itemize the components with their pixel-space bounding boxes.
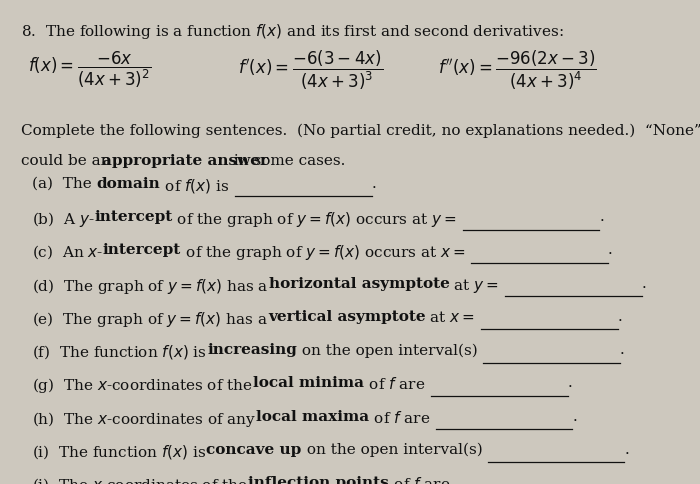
Text: at $x =$: at $x =$ (426, 309, 475, 324)
Text: .: . (624, 442, 629, 456)
Text: (c)  An $x$-: (c) An $x$- (32, 243, 103, 260)
Text: increasing: increasing (207, 343, 297, 356)
Text: appropriate answer: appropriate answer (102, 153, 267, 167)
Text: .: . (592, 475, 597, 484)
Text: (j)  The $x$-coordinates of the: (j) The $x$-coordinates of the (32, 475, 248, 484)
Text: of $f$ are: of $f$ are (364, 376, 426, 392)
Text: horizontal asymptote: horizontal asymptote (269, 276, 449, 290)
Text: of $f(x)$ is: of $f(x)$ is (160, 177, 230, 195)
Text: vertical asymptote: vertical asymptote (268, 309, 426, 323)
Text: intercept: intercept (103, 243, 181, 257)
Text: (f)  The function $f(x)$ is: (f) The function $f(x)$ is (32, 343, 207, 361)
Text: (h)  The $x$-coordinates of any: (h) The $x$-coordinates of any (32, 408, 256, 428)
Text: of the graph of $y = f(x)$ occurs at $x =$: of the graph of $y = f(x)$ occurs at $x … (181, 243, 466, 262)
Text: .: . (372, 177, 377, 191)
Text: $f'(x) = \dfrac{-6(3-4x)}{(4x+3)^3}$: $f'(x) = \dfrac{-6(3-4x)}{(4x+3)^3}$ (238, 48, 383, 92)
Text: (e)  The graph of $y = f(x)$ has a: (e) The graph of $y = f(x)$ has a (32, 309, 268, 328)
Text: .: . (620, 343, 624, 356)
Text: intercept: intercept (94, 210, 172, 224)
Text: of $f$ are: of $f$ are (369, 408, 430, 424)
Text: local maxima: local maxima (256, 408, 369, 423)
Text: Complete the following sentences.  (No partial credit, no explanations needed.) : Complete the following sentences. (No pa… (21, 123, 700, 138)
Text: inflection points: inflection points (248, 475, 388, 484)
Text: of $f$ are: of $f$ are (389, 475, 450, 484)
Text: on the open interval(s): on the open interval(s) (302, 442, 482, 456)
Text: $f''(x) = \dfrac{-96(2x-3)}{(4x+3)^4}$: $f''(x) = \dfrac{-96(2x-3)}{(4x+3)^4}$ (438, 48, 596, 92)
Text: on the open interval(s): on the open interval(s) (297, 343, 478, 357)
Text: .: . (573, 408, 577, 423)
Text: local minima: local minima (253, 376, 364, 390)
Text: 8.  The following is a function $f(x)$ and its first and second derivatives:: 8. The following is a function $f(x)$ an… (21, 22, 564, 41)
Text: .: . (568, 376, 573, 390)
Text: $f(x) = \dfrac{-6x}{(4x+3)^2}$: $f(x) = \dfrac{-6x}{(4x+3)^2}$ (28, 50, 151, 91)
Text: (b)  A $y$-: (b) A $y$- (32, 210, 94, 229)
Text: .: . (617, 309, 622, 323)
Text: at $y =$: at $y =$ (449, 276, 499, 294)
Text: concave up: concave up (206, 442, 302, 456)
Text: .: . (641, 276, 646, 290)
Text: in some cases.: in some cases. (229, 153, 345, 167)
Text: (g)  The $x$-coordinates of the: (g) The $x$-coordinates of the (32, 376, 253, 394)
Text: (d)  The graph of $y = f(x)$ has a: (d) The graph of $y = f(x)$ has a (32, 276, 269, 295)
Text: .: . (599, 210, 604, 224)
Text: could be an: could be an (21, 153, 116, 167)
Text: .: . (608, 243, 612, 257)
Text: (a)  The: (a) The (32, 177, 96, 191)
Text: (i)  The function $f(x)$ is: (i) The function $f(x)$ is (32, 442, 206, 460)
Text: of the graph of $y = f(x)$ occurs at $y =$: of the graph of $y = f(x)$ occurs at $y … (172, 210, 457, 229)
Text: domain: domain (96, 177, 160, 191)
